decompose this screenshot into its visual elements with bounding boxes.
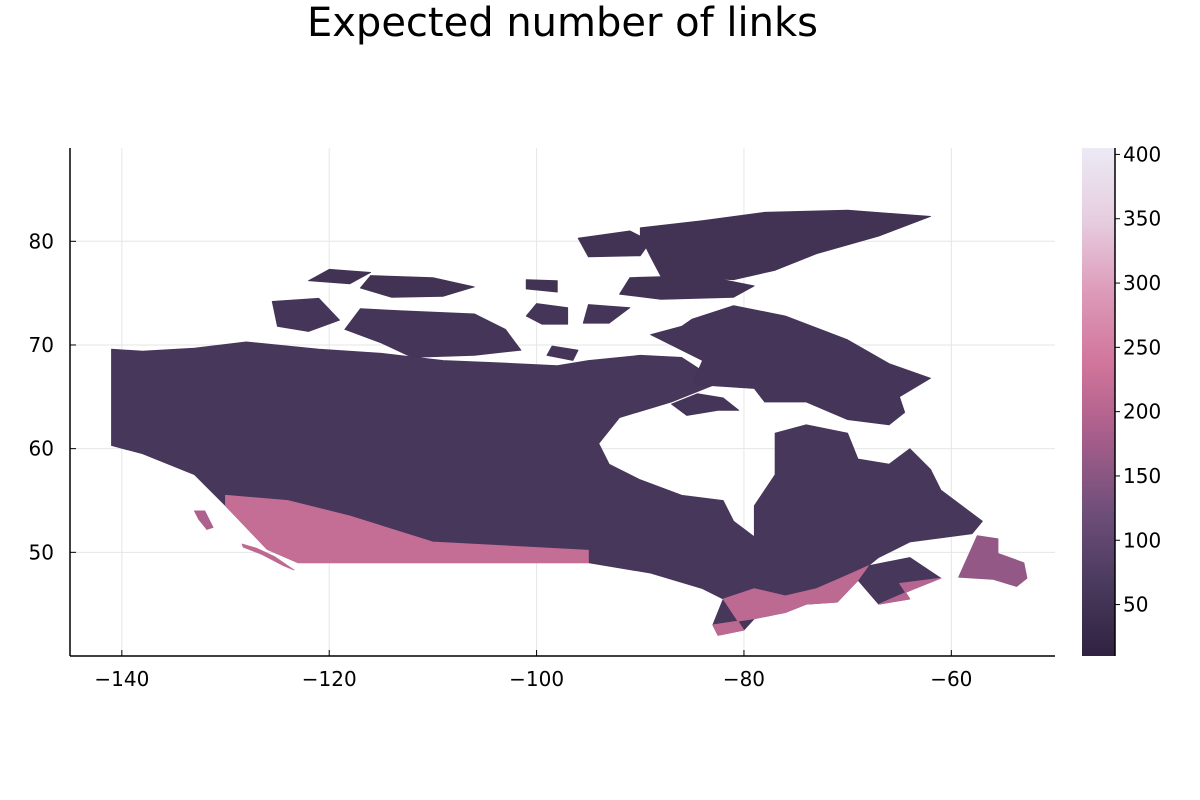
x-tick-label: −140 xyxy=(94,667,149,691)
x-tick-label: −60 xyxy=(930,667,972,691)
colorbar-bar xyxy=(1082,148,1115,656)
y-tick-label: 70 xyxy=(29,333,54,357)
colorbar-tick-label: 100 xyxy=(1123,528,1161,552)
region-haida-gwaii xyxy=(194,511,213,530)
colorbar-tick-label: 200 xyxy=(1123,400,1161,424)
colorbar-tick-label: 350 xyxy=(1123,207,1161,231)
y-tick-label: 60 xyxy=(29,437,54,461)
colorbar-tick-label: 50 xyxy=(1123,593,1148,617)
x-tick-label: −80 xyxy=(723,667,765,691)
x-tick-label: −100 xyxy=(509,667,564,691)
map-regions xyxy=(112,210,1028,635)
region-king-william-island xyxy=(547,346,578,361)
colorbar-tick-label: 150 xyxy=(1123,464,1161,488)
region-prince-of-wales-island xyxy=(526,304,568,325)
region-ellesmere-island xyxy=(640,210,930,280)
y-tick-label: 50 xyxy=(29,540,54,564)
region-prince-patrick-island xyxy=(309,269,371,284)
region-victoria-island xyxy=(345,309,521,358)
colorbar-tick-label: 400 xyxy=(1123,142,1161,166)
colorbar-tick-label: 300 xyxy=(1123,271,1161,295)
y-tick-label: 80 xyxy=(29,229,54,253)
region-melville-island xyxy=(360,276,474,298)
region-somerset-island xyxy=(583,305,630,324)
region-axel-heiberg xyxy=(578,231,651,257)
region-bathurst-island xyxy=(526,280,557,292)
region-newfoundland xyxy=(959,536,1027,587)
x-tick-label: −120 xyxy=(302,667,357,691)
colorbar-tick-label: 250 xyxy=(1123,335,1161,359)
colorbar: 50 100 150 200 250 300 350 400 xyxy=(1082,142,1161,656)
